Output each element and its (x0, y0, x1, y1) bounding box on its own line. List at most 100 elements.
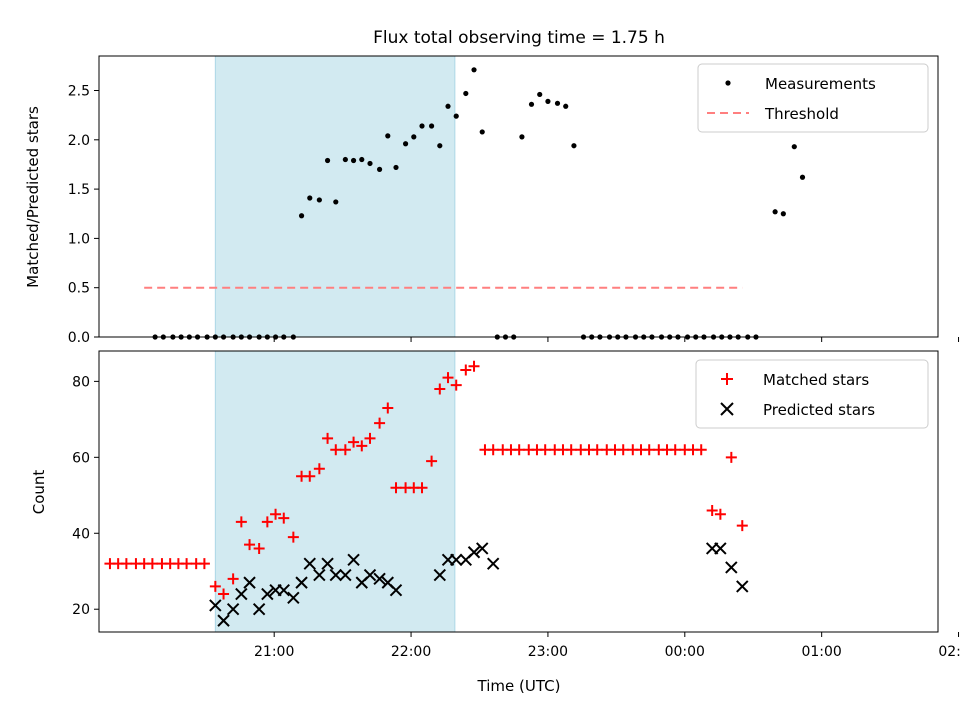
matched-star-point (450, 379, 462, 391)
x-tick-label: 22:00 (391, 644, 431, 660)
y-tick-label: 2.0 (68, 133, 90, 149)
matched-star-point (725, 451, 737, 463)
x-tick-label: 02:00 (938, 644, 960, 660)
predicted-star-point (363, 568, 377, 582)
bottom-ticks-layer: 20 40 60 80 21:00 22:00 23:00 00:00 01:00 02:00 (72, 374, 960, 660)
measurement-point (385, 133, 391, 139)
matched-star-point (198, 558, 210, 570)
predicted-star-point (433, 568, 447, 582)
legend-matched-swatch (721, 373, 733, 385)
shaded-interval (214, 350, 456, 633)
predicted-star-point (389, 584, 403, 597)
measurement-point (419, 123, 425, 129)
matched-star-point (617, 444, 629, 456)
matched-star-point (348, 436, 360, 448)
measurement-point (307, 195, 313, 201)
predicted-star-point (714, 542, 727, 555)
matched-star-point (442, 372, 454, 384)
bottom-legend: Matched stars Predicted stars (695, 359, 929, 429)
bottom-axes-frame (98, 350, 939, 633)
measurement-point (799, 174, 806, 180)
measurement-point (367, 160, 373, 167)
matched-star-point (374, 417, 386, 429)
predicted-star-point (347, 553, 360, 567)
x-tick-label: 01:00 (801, 644, 841, 660)
predicted-star-point (313, 568, 326, 582)
matched-star-point (364, 432, 376, 444)
legend-matched-label: Matched stars (763, 371, 869, 389)
predicted-star-point (476, 542, 489, 555)
matched-star-point (565, 444, 577, 456)
measurement-point (479, 129, 485, 135)
matched-star-point (426, 455, 438, 467)
matched-star-point (146, 558, 158, 570)
predicted-star-point (252, 603, 266, 616)
measurement-point (298, 213, 305, 219)
predicted-star-point (321, 557, 334, 570)
matched-star-point (356, 440, 368, 452)
predicted-star-point (467, 546, 481, 559)
measurement-point (428, 123, 435, 129)
predicted-star-point (217, 614, 230, 627)
measurement-point (324, 157, 331, 164)
matched-star-point (339, 444, 351, 456)
measurement-point (342, 156, 348, 163)
measurement-point (453, 113, 459, 119)
y-tick-label: 60 (72, 450, 90, 466)
measurement-point (772, 209, 778, 215)
measurement-point (445, 103, 451, 109)
measurement-point (411, 134, 417, 140)
legend-measurements-label: Measurements (765, 75, 876, 93)
measurement-point (545, 98, 551, 104)
stars-layer (104, 360, 749, 627)
legend-measurements-swatch (725, 80, 731, 86)
x-tick-label: 23:00 (528, 644, 568, 660)
measurement-point (376, 166, 383, 172)
predicted-star-point (339, 568, 352, 582)
matched-star-point (416, 482, 428, 494)
matched-star-point (261, 516, 273, 528)
matched-star-point (227, 573, 239, 585)
predicted-star-point (303, 557, 316, 570)
matched-star-point (253, 542, 265, 554)
top-legend: Measurements Threshold (697, 63, 929, 133)
y-tick-label: 0.0 (68, 330, 90, 346)
x-tick-label: 00:00 (665, 644, 705, 660)
top-legend-frame (697, 63, 929, 133)
measurement-point (393, 164, 399, 171)
predicted-star-point (243, 576, 256, 589)
predicted-star-point (736, 580, 749, 593)
y-tick-label: 20 (72, 602, 90, 618)
matched-star-point (714, 508, 726, 520)
measurement-point (571, 143, 577, 149)
top-axes-frame (98, 55, 939, 338)
measurement-point (780, 211, 786, 217)
predicted-star-point (277, 584, 290, 597)
matched-star-point (695, 444, 707, 456)
matched-star-point (120, 558, 132, 570)
x-tick-label: 21:00 (254, 644, 294, 660)
predicted-star-point (209, 599, 222, 612)
matched-star-point (513, 444, 525, 456)
measurement-point (537, 91, 543, 98)
matched-star-point (270, 508, 282, 520)
shaded-interval (214, 55, 456, 338)
bottom-xlabel: Time (UTC) (477, 677, 561, 695)
measurement-point (316, 197, 322, 203)
matched-star-point (390, 482, 402, 494)
matched-star-point (287, 531, 299, 543)
matched-star-point (706, 504, 718, 516)
predicted-star-point (725, 561, 738, 574)
matched-star-point (181, 558, 193, 570)
bottom-panel: 20 40 60 80 21:00 22:00 23:00 00:00 01:00 02:00 C… (30, 350, 960, 695)
y-tick-label: 40 (72, 526, 90, 542)
matched-star-point (382, 402, 394, 414)
matched-star-point (434, 383, 446, 395)
matched-star-point (591, 444, 603, 456)
top-panel: 0.0 0.5 1.0 1.5 2.0 2.5 Matched/Predicted sta… (24, 55, 960, 346)
matched-star-point (539, 444, 551, 456)
matched-star-point (304, 470, 316, 482)
measurement-point (563, 103, 569, 109)
predicted-star-point (450, 553, 463, 567)
